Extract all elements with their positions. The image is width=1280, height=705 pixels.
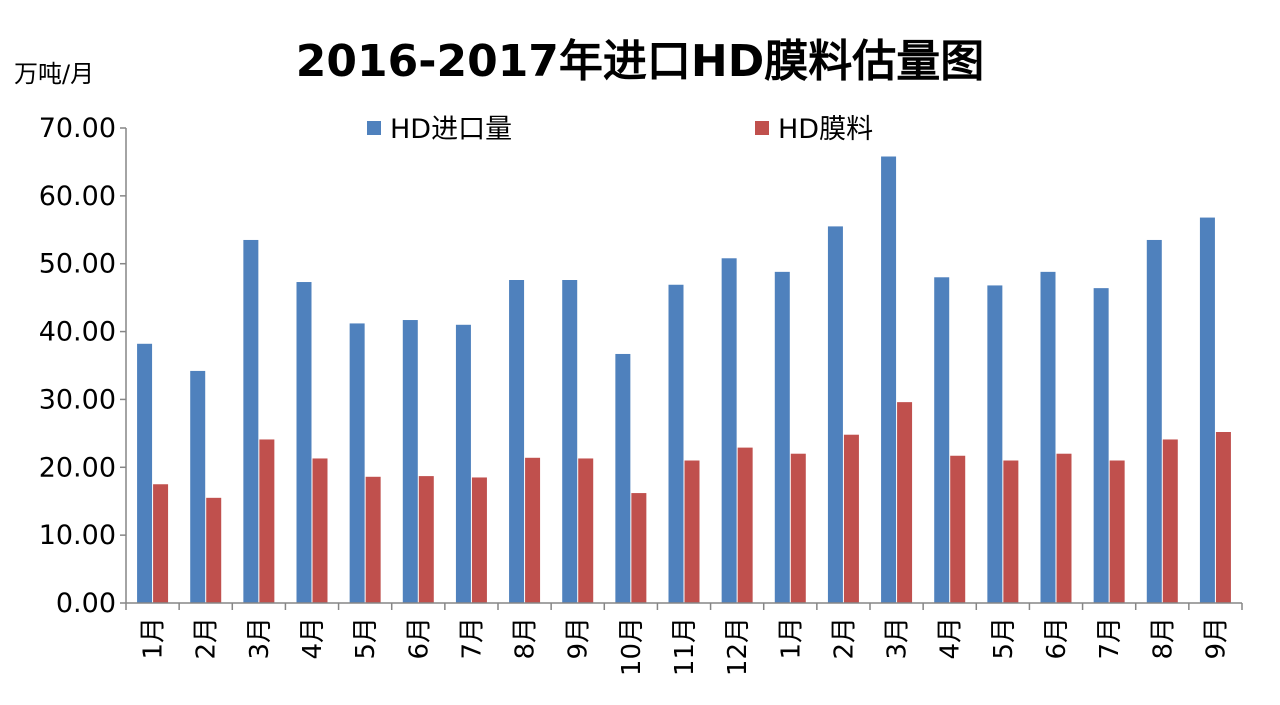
x-tick-label: 4月 [298,617,328,660]
bar-hd-import [296,282,312,603]
legend-swatch-hd-import [367,121,381,135]
legend-label-hd-film: HD膜料 [778,114,873,145]
x-tick-label: 10月 [617,617,647,676]
x-tick-label: 7月 [1095,617,1125,660]
bar-hd-film [950,455,966,603]
x-tick-label: 9月 [1201,617,1231,660]
y-tick-label: 0.00 [56,588,116,619]
bar-hd-import [827,226,843,603]
bar-hd-import [668,284,684,603]
x-tick-label: 3月 [883,617,913,660]
bar-hd-import [455,324,471,603]
bar-hd-film [1003,460,1019,603]
bar-hd-film [578,458,594,603]
bar-hd-import [1093,288,1109,603]
legend: HD进口量 HD膜料 [367,114,873,145]
y-tick-label: 40.00 [39,317,116,348]
y-axis-unit-label: 万吨/月 [14,60,94,88]
x-tick-label: 4月 [936,617,966,660]
x-tick-label: 11月 [670,617,700,676]
bar-hd-import [1040,271,1056,603]
bar-hd-film [418,476,434,603]
bar-hd-import [137,343,153,603]
bar-hd-import [987,285,1003,603]
bar-hd-import [243,239,259,603]
bars [137,156,1231,604]
bar-hd-import [349,323,365,603]
bar-hd-film [1215,432,1231,603]
bar-hd-film [259,439,275,603]
bar-hd-film [897,402,913,603]
bar-hd-film [843,434,859,603]
bar-hd-import [615,353,631,603]
y-tick-label: 10.00 [39,520,116,551]
y-tick-label: 20.00 [39,452,116,483]
bar-hd-film [365,476,381,603]
bar-hd-film [631,493,647,603]
x-tick-label: 2月 [829,617,859,660]
x-tick-label: 2月 [192,617,222,660]
x-tick-label: 6月 [404,617,434,660]
y-axis-ticks: 0.00 10.00 20.00 30.00 40.00 50.00 60.00 70.00 [39,113,126,619]
bar-hd-film [206,497,222,603]
bar-hd-import [562,280,578,603]
chart-title: 2016-2017年进口HD膜料估量图 [296,36,985,87]
bar-hd-film [1056,453,1072,603]
bar-hd-import [509,280,525,603]
bar-hd-film [684,460,700,603]
y-tick-label: 70.00 [39,113,116,144]
bar-hd-film [1162,439,1178,603]
bar-hd-film [790,453,806,603]
bar-hd-import [881,156,897,603]
x-tick-label: 1月 [139,617,169,660]
bar-hd-import [402,320,418,603]
bar-hd-film [1109,460,1125,603]
x-tick-label: 8月 [1148,617,1178,660]
y-tick-label: 30.00 [39,384,116,415]
legend-label-hd-import: HD进口量 [390,114,512,145]
bar-hd-import [1146,239,1162,603]
x-axis-ticks: 1月 2月 3月 4月 5月 6月 7月 8月 9月 10月 11月 12月 1月 2月 3月 4月 5月 6月 7… [125,603,1243,676]
y-tick-label: 50.00 [39,249,116,280]
bar-hd-film [737,447,753,603]
bar-hd-film [312,458,328,603]
x-tick-label: 3月 [245,617,275,660]
x-tick-label: 5月 [351,617,381,660]
y-tick-label: 60.00 [39,181,116,212]
bar-hd-import [774,271,790,603]
x-tick-label: 5月 [989,617,1019,660]
x-tick-label: 8月 [511,617,541,660]
bar-hd-film [153,484,169,603]
legend-swatch-hd-film [755,121,769,135]
bar-hd-film [471,477,487,603]
bar-hd-film [525,457,541,603]
bar-hd-import [1199,217,1215,604]
bar-hd-import [721,258,737,603]
x-tick-label: 12月 [723,617,753,676]
x-tick-label: 6月 [1042,617,1072,660]
axes [125,128,1242,604]
bar-hd-import [190,370,206,603]
bar-hd-import [934,277,950,603]
x-tick-label: 7月 [457,617,487,660]
x-tick-label: 9月 [564,617,594,660]
x-tick-label: 1月 [776,617,806,660]
